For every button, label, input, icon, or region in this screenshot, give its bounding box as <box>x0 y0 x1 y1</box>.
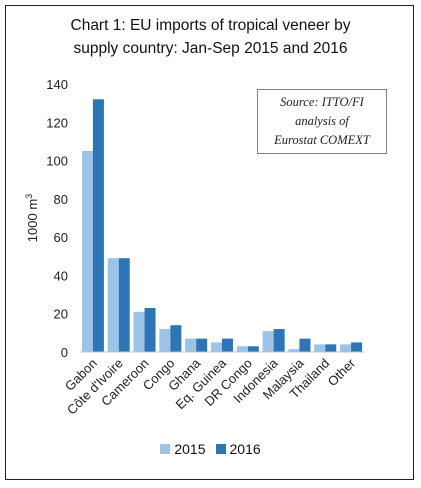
bar-2015 <box>107 258 119 352</box>
source-annotation: Source: ITTO/FI analysis of Eurostat COM… <box>257 89 387 154</box>
y-axis-label-superscript: 3 <box>24 194 34 199</box>
legend-item-2015: 2015 <box>160 441 206 457</box>
chart-title: Chart 1: EU imports of tropical veneer b… <box>0 14 421 60</box>
bar-2015 <box>340 344 352 352</box>
bar-2016 <box>247 346 259 352</box>
bar-2016 <box>299 338 311 352</box>
y-tick-label: 100 <box>46 154 68 169</box>
bar-2015 <box>314 344 326 352</box>
y-axis-label: 1000 m3 <box>24 194 40 242</box>
bar-2015 <box>133 311 145 352</box>
y-tick-label: 20 <box>54 307 68 322</box>
y-tick-label: 40 <box>54 268 68 283</box>
chart-title-line-2: supply country: Jan-Sep 2015 and 2016 <box>73 40 348 57</box>
bar-2016 <box>273 329 285 352</box>
y-tick-label: 0 <box>61 345 68 360</box>
source-annotation-line-3: Eurostat COMEXT <box>274 133 370 147</box>
chart-frame <box>5 5 414 480</box>
bar-2016 <box>325 344 337 352</box>
x-tick-label: Other <box>325 355 359 389</box>
bar-2015 <box>211 342 222 352</box>
y-tick-label: 60 <box>54 230 68 245</box>
bar-2016 <box>351 342 363 352</box>
bar-2015 <box>236 346 248 352</box>
bar-2015 <box>288 349 300 352</box>
bar-2016 <box>196 338 208 352</box>
source-annotation-line-1: Source: ITTO/FI <box>280 95 364 109</box>
chart-legend: 2015 2016 <box>0 441 421 457</box>
chart-title-line-1: Chart 1: EU imports of tropical veneer b… <box>70 17 351 34</box>
bar-2016 <box>92 99 104 352</box>
bar-2015 <box>262 330 274 352</box>
y-tick-label: 140 <box>46 77 68 92</box>
bar-2015 <box>81 151 93 352</box>
legend-item-2016: 2016 <box>215 441 261 457</box>
legend-swatch-2016 <box>215 444 226 454</box>
bar-2016 <box>222 338 233 352</box>
bar-2016 <box>144 307 156 352</box>
legend-label-2015: 2015 <box>174 441 206 457</box>
y-tick-label: 80 <box>54 192 68 207</box>
legend-label-2016: 2016 <box>229 441 261 457</box>
y-tick-label: 120 <box>46 115 68 130</box>
bar-2015 <box>185 338 197 352</box>
bar-2015 <box>159 329 171 352</box>
bar-2016 <box>118 258 130 352</box>
bar-2016 <box>170 325 182 352</box>
legend-swatch-2015 <box>160 444 171 454</box>
source-annotation-line-2: analysis of <box>295 114 349 128</box>
